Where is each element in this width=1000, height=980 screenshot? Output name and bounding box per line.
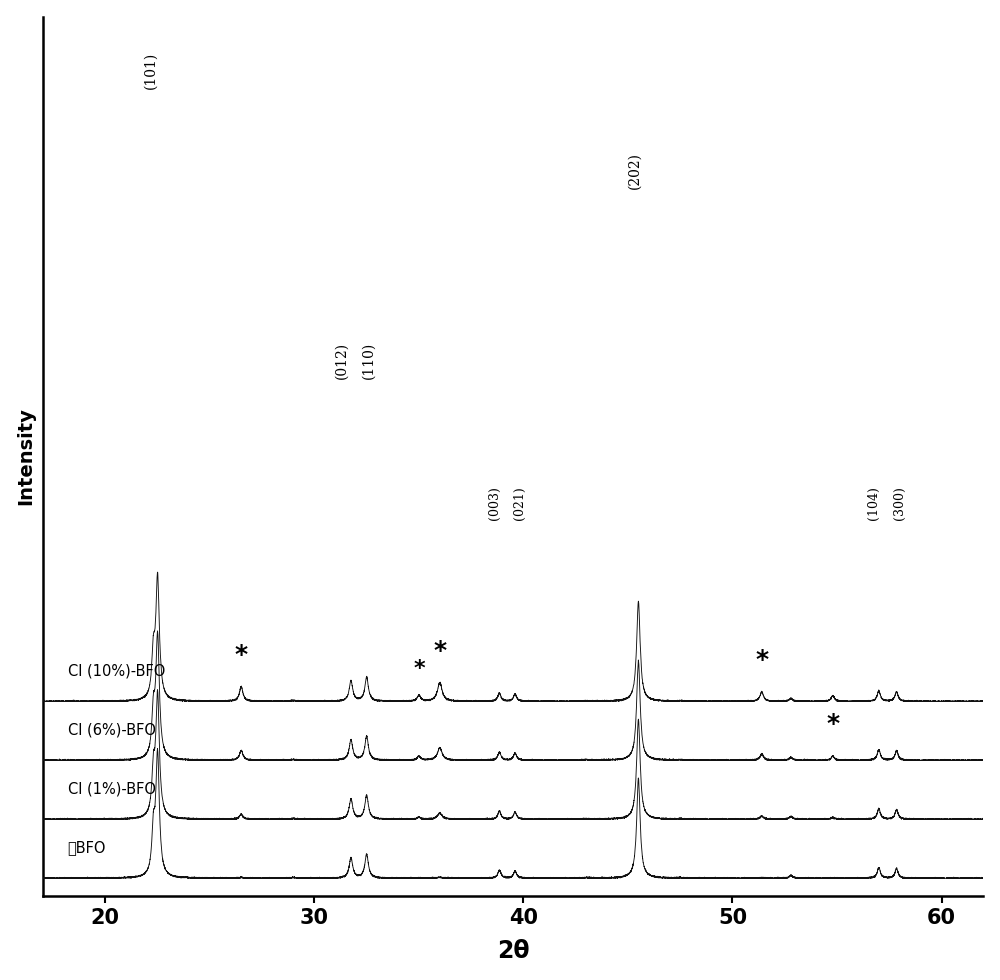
Text: Cl (6%)-BFO: Cl (6%)-BFO <box>68 722 156 738</box>
Text: (012): (012) <box>335 342 349 379</box>
Text: *: * <box>413 660 425 679</box>
Text: (104): (104) <box>867 486 880 520</box>
Text: *: * <box>235 643 248 666</box>
Text: 纯BFO: 纯BFO <box>68 841 106 856</box>
Y-axis label: Intensity: Intensity <box>17 408 36 506</box>
Text: Cl (1%)-BFO: Cl (1%)-BFO <box>68 782 156 797</box>
Text: (101): (101) <box>143 52 157 89</box>
Text: Cl (10%)-BFO: Cl (10%)-BFO <box>68 663 165 679</box>
Text: (300): (300) <box>893 486 906 520</box>
Text: (110): (110) <box>362 342 376 379</box>
Text: (021): (021) <box>513 486 526 520</box>
Text: *: * <box>433 639 446 663</box>
Text: *: * <box>755 648 768 671</box>
Text: (003): (003) <box>488 486 501 520</box>
Text: *: * <box>826 712 839 736</box>
Text: (202): (202) <box>627 152 641 189</box>
X-axis label: 2θ: 2θ <box>497 940 529 963</box>
